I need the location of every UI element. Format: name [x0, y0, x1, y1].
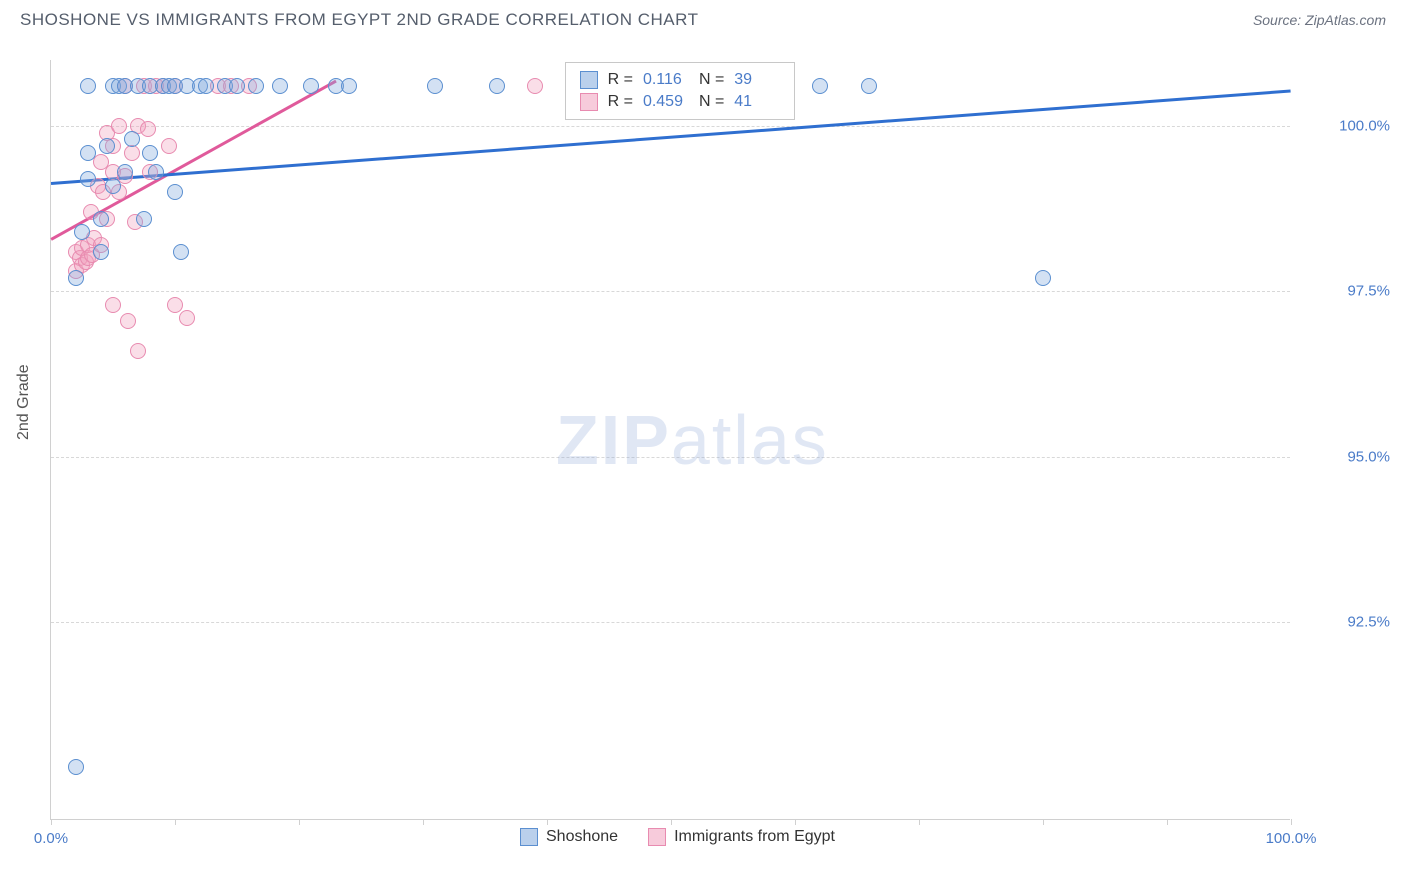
- marker-shoshone: [248, 78, 264, 94]
- marker-egypt: [167, 297, 183, 313]
- legend-item-shoshone: Shoshone: [520, 828, 618, 846]
- legend-label: Shoshone: [546, 828, 618, 846]
- x-tick: [51, 819, 52, 825]
- marker-egypt: [111, 118, 127, 134]
- y-tick-label: 95.0%: [1300, 448, 1390, 465]
- marker-shoshone: [812, 78, 828, 94]
- chart-title: SHOSHONE VS IMMIGRANTS FROM EGYPT 2ND GR…: [20, 10, 698, 30]
- marker-shoshone: [303, 78, 319, 94]
- x-tick-label: 100.0%: [1266, 830, 1317, 847]
- source-attribution: Source: ZipAtlas.com: [1253, 12, 1386, 28]
- stats-row: R = 0.116 N = 39: [580, 69, 781, 91]
- marker-shoshone: [427, 78, 443, 94]
- marker-shoshone: [74, 224, 90, 240]
- n-value: 39: [734, 71, 780, 89]
- marker-shoshone: [93, 244, 109, 260]
- y-tick-label: 100.0%: [1300, 118, 1390, 135]
- marker-shoshone: [68, 759, 84, 775]
- gridline: [51, 457, 1290, 458]
- marker-egypt: [527, 78, 543, 94]
- x-tick: [423, 819, 424, 825]
- y-axis-label: 2nd Grade: [15, 364, 33, 440]
- gridline: [51, 126, 1290, 127]
- marker-egypt: [140, 121, 156, 137]
- x-tick: [671, 819, 672, 825]
- legend-label: Immigrants from Egypt: [674, 828, 835, 846]
- legend-swatch-blue: [520, 828, 538, 846]
- watermark: ZIPatlas: [556, 400, 829, 480]
- marker-shoshone: [80, 78, 96, 94]
- r-value: 0.459: [643, 93, 689, 111]
- marker-egypt: [105, 297, 121, 313]
- x-tick: [299, 819, 300, 825]
- y-tick-label: 97.5%: [1300, 283, 1390, 300]
- r-label: R =: [608, 93, 633, 111]
- marker-egypt: [179, 310, 195, 326]
- x-tick: [919, 819, 920, 825]
- marker-shoshone: [93, 211, 109, 227]
- stats-row: R = 0.459 N = 41: [580, 91, 781, 113]
- marker-shoshone: [861, 78, 877, 94]
- marker-shoshone: [167, 184, 183, 200]
- legend-swatch-pink: [580, 93, 598, 111]
- n-label: N =: [699, 93, 724, 111]
- x-tick: [1291, 819, 1292, 825]
- x-tick: [175, 819, 176, 825]
- marker-shoshone: [1035, 270, 1051, 286]
- legend-swatch-pink: [648, 828, 666, 846]
- marker-shoshone: [105, 178, 121, 194]
- r-label: R =: [608, 71, 633, 89]
- gridline: [51, 622, 1290, 623]
- marker-shoshone: [148, 164, 164, 180]
- marker-shoshone: [99, 138, 115, 154]
- marker-shoshone: [142, 145, 158, 161]
- marker-shoshone: [489, 78, 505, 94]
- marker-shoshone: [124, 131, 140, 147]
- marker-shoshone: [173, 244, 189, 260]
- x-tick: [1043, 819, 1044, 825]
- marker-shoshone: [136, 211, 152, 227]
- marker-shoshone: [68, 270, 84, 286]
- legend: Shoshone Immigrants from Egypt: [520, 828, 835, 846]
- x-tick: [1167, 819, 1168, 825]
- marker-shoshone: [198, 78, 214, 94]
- marker-shoshone: [80, 145, 96, 161]
- gridline: [51, 291, 1290, 292]
- marker-egypt: [120, 313, 136, 329]
- n-label: N =: [699, 71, 724, 89]
- marker-shoshone: [229, 78, 245, 94]
- marker-shoshone: [341, 78, 357, 94]
- y-tick-label: 92.5%: [1300, 613, 1390, 630]
- x-tick: [547, 819, 548, 825]
- marker-shoshone: [272, 78, 288, 94]
- n-value: 41: [734, 93, 780, 111]
- marker-egypt: [130, 343, 146, 359]
- stats-box: R = 0.116 N = 39 R = 0.459 N = 41: [565, 62, 796, 120]
- marker-shoshone: [117, 164, 133, 180]
- plot-area: 92.5%95.0%97.5%100.0%0.0%100.0%ZIPatlas: [50, 60, 1290, 820]
- r-value: 0.116: [643, 71, 689, 89]
- legend-swatch-blue: [580, 71, 598, 89]
- legend-item-egypt: Immigrants from Egypt: [648, 828, 835, 846]
- x-tick-label: 0.0%: [34, 830, 68, 847]
- x-tick: [795, 819, 796, 825]
- marker-shoshone: [80, 171, 96, 187]
- marker-egypt: [161, 138, 177, 154]
